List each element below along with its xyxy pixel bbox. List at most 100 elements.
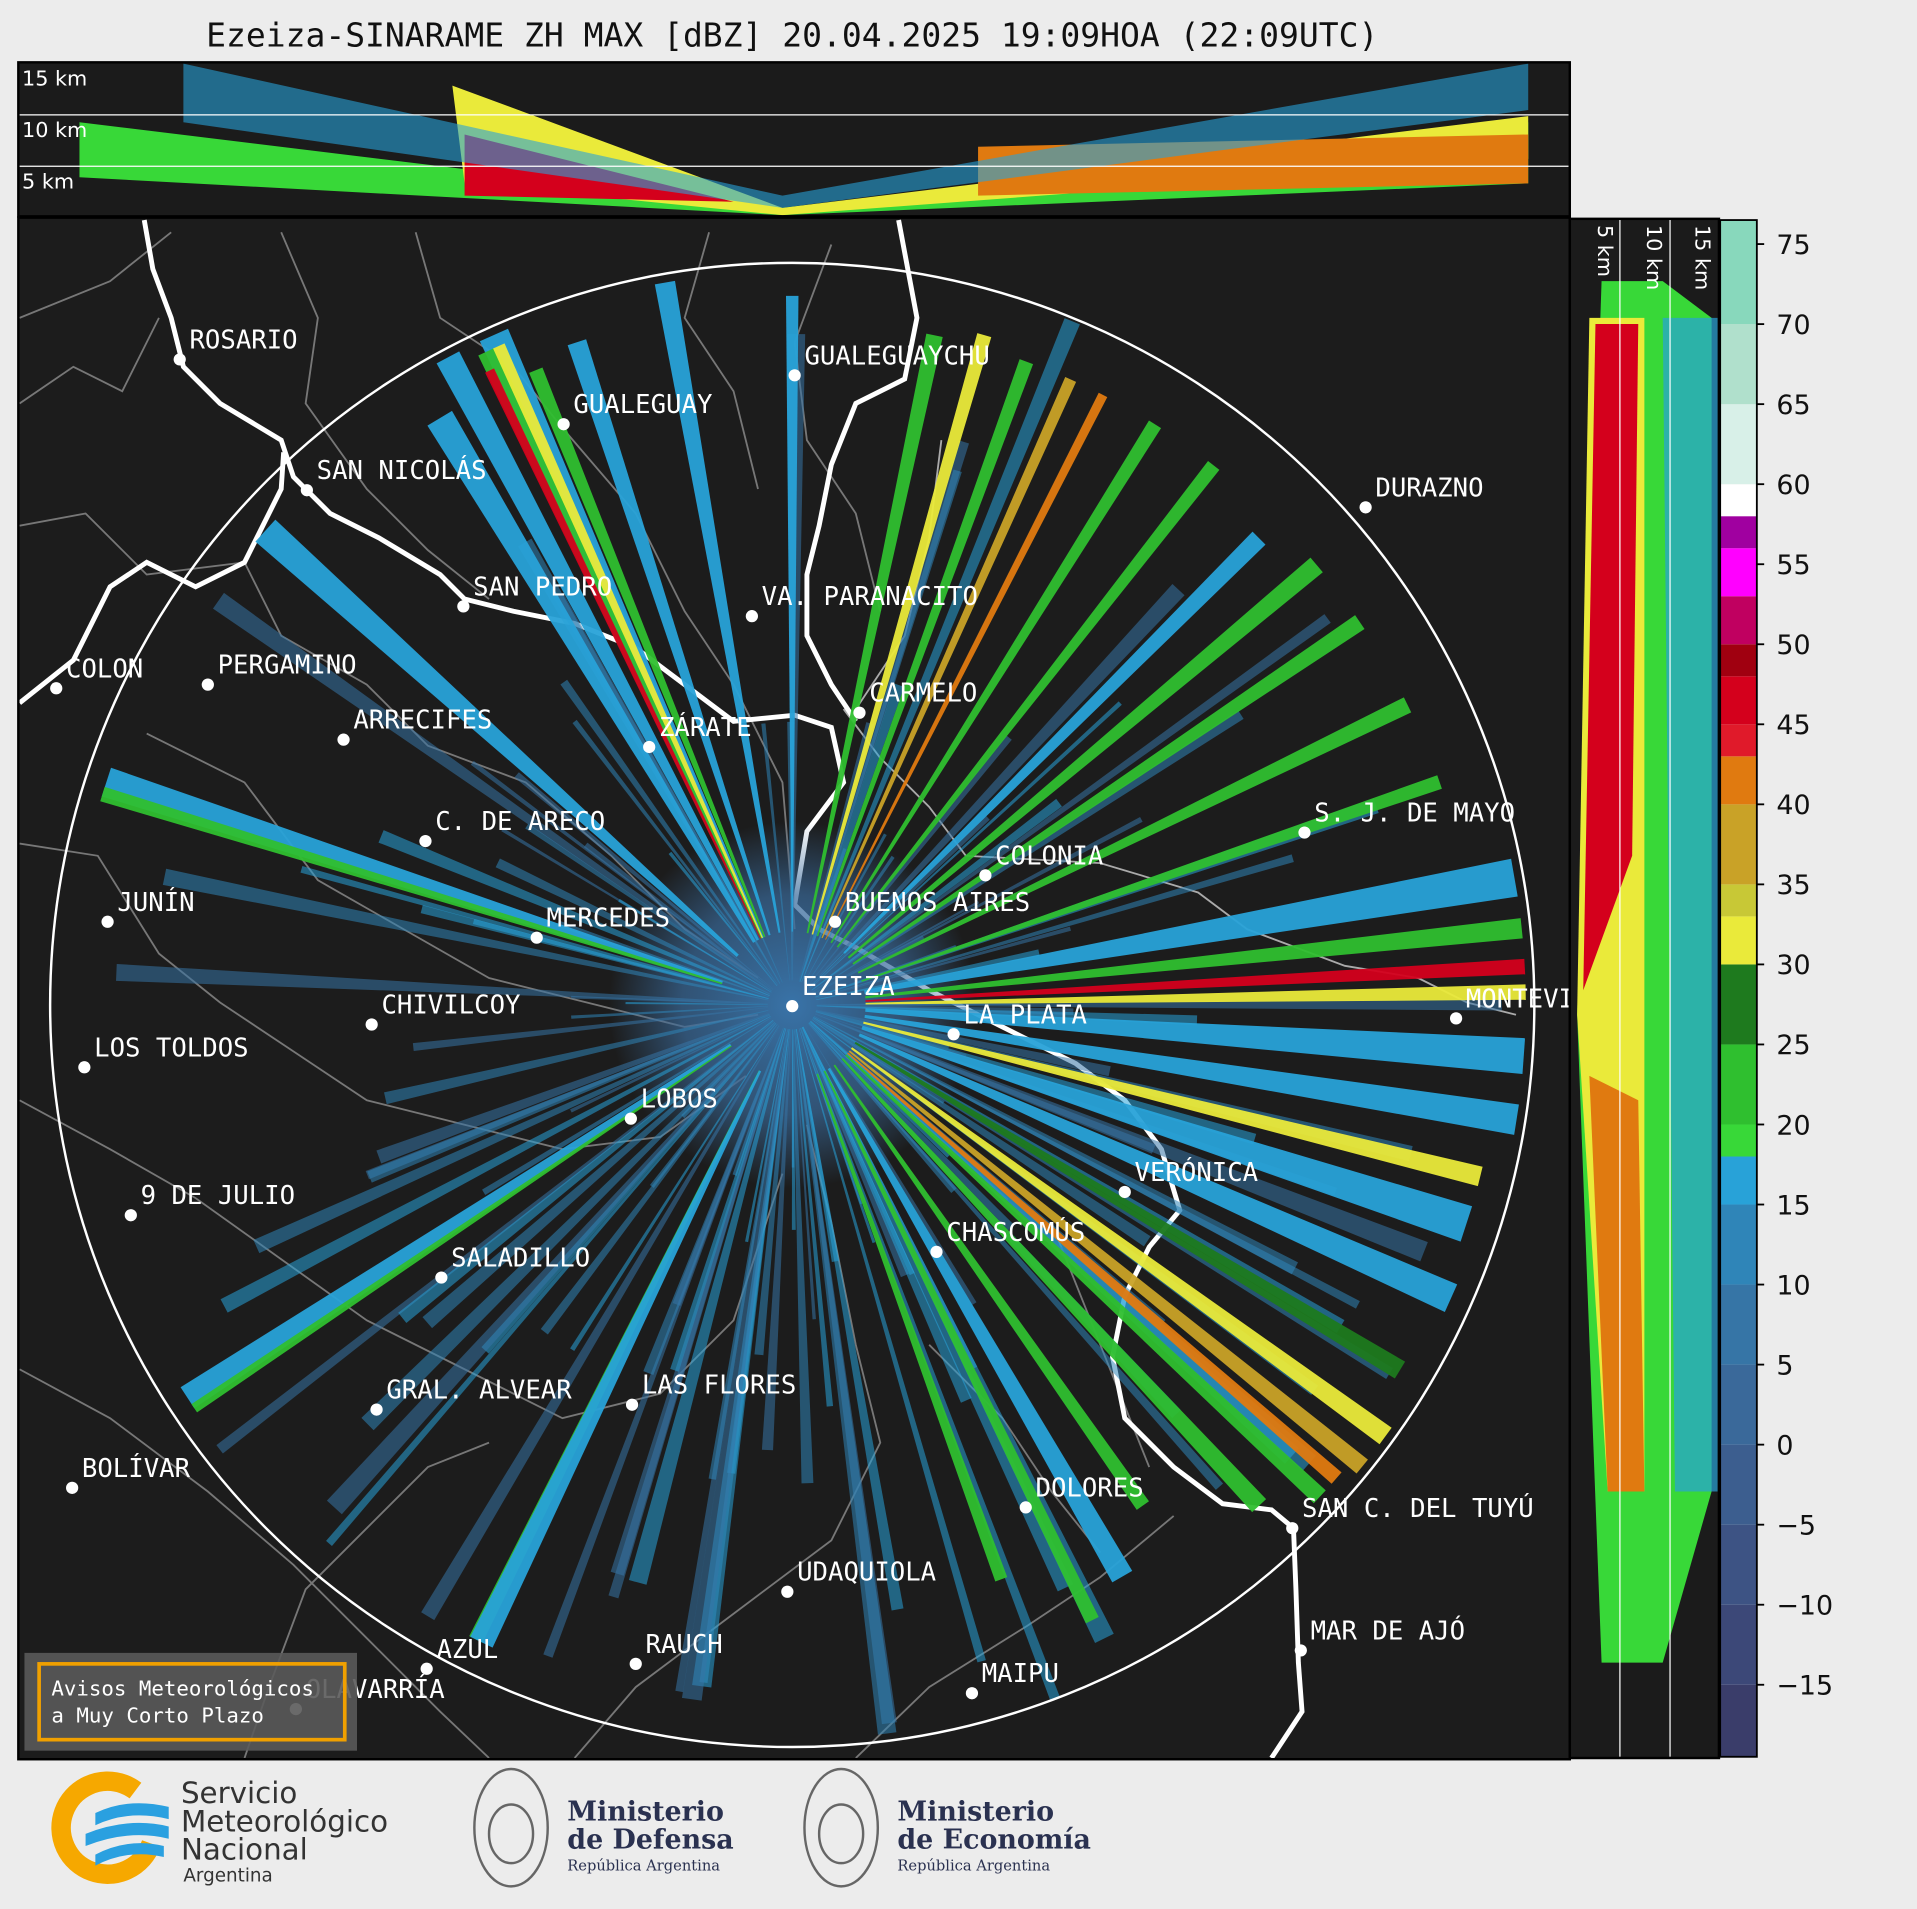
side-cross-section: 5 km 10 km 15 km — [1577, 220, 1718, 1757]
echo-ray — [808, 584, 1185, 988]
city-dot — [66, 1481, 79, 1494]
echo-ray — [761, 1029, 792, 1451]
colorbar-segment — [1720, 724, 1757, 757]
echo-ray — [827, 1067, 1133, 1583]
echo-ray — [816, 359, 1034, 937]
echo-ray — [804, 1025, 977, 1305]
city-dot — [1449, 1012, 1463, 1025]
city-label: COLONIA — [995, 841, 1103, 871]
echo-ray — [864, 858, 1518, 995]
city-label: 9 DE JULIO — [141, 1181, 295, 1211]
echo-ray — [745, 1028, 788, 1243]
echo-ray — [805, 855, 895, 985]
title: Ezeiza-SINARAME ZH MAX [dBZ] 20.04.2025 … — [206, 15, 1378, 54]
city-label: CHIVILCOY — [381, 990, 520, 1020]
city-dot — [1359, 501, 1372, 514]
colorbar-segment — [1720, 676, 1757, 725]
echo-ray — [681, 1022, 776, 1119]
echo-ray — [813, 900, 980, 994]
echo-ray — [529, 367, 766, 938]
logo-text: Ministerio — [897, 1796, 1054, 1827]
echo-ray — [863, 1021, 1483, 1187]
echo-ray — [101, 767, 723, 984]
colorbar-segment — [1720, 596, 1757, 645]
echo-ray — [823, 1070, 1099, 1624]
echo-ray — [162, 868, 769, 1001]
echo-ray — [220, 1016, 771, 1313]
colorbar-segment — [1720, 404, 1757, 485]
echo-ray — [556, 920, 770, 998]
city-label: PERGAMINO — [218, 651, 357, 681]
city-label: BOLÍVAR — [82, 1452, 191, 1484]
echo-ray — [830, 420, 1162, 944]
city-dot — [124, 1209, 137, 1222]
echo-ray — [800, 1028, 876, 1244]
city-label: AZUL — [436, 1635, 498, 1665]
echo-ray — [798, 1028, 986, 1663]
echo-ray — [811, 333, 992, 935]
city-label: VERÓNICA — [1135, 1156, 1259, 1188]
echo-ray — [812, 710, 1244, 992]
colorbar-segment — [1720, 1684, 1757, 1757]
echo-ray — [420, 905, 769, 1000]
echo-ray — [810, 701, 1122, 989]
city-dot — [828, 915, 842, 928]
city-label: LOS TOLDOS — [94, 1033, 248, 1063]
height-label: 5 km — [1593, 225, 1617, 277]
colorbar-tick-label: −5 — [1776, 1510, 1816, 1541]
colorbar-tick-label: 50 — [1776, 630, 1810, 661]
logo-text: Argentina — [183, 1865, 272, 1886]
echo-ray — [803, 833, 887, 984]
range-ring — [48, 261, 1536, 1749]
echo-ray — [618, 898, 772, 993]
echo-ray — [861, 775, 1442, 982]
city-dot — [1294, 1644, 1307, 1657]
colorbar-segment — [1720, 756, 1757, 805]
echo-ray — [180, 1043, 732, 1409]
map: ROSARIO GUALEGUAYCHU GUALEGUAY SAN NICOLÁS D… — [19, 219, 1569, 1759]
echo-ray — [847, 557, 1323, 959]
city-dot — [853, 706, 866, 719]
echo-ray — [754, 1029, 791, 1356]
city-label: CHASCOMÚS — [946, 1216, 1085, 1248]
city-label: GRAL. ALVEAR — [386, 1376, 572, 1406]
city-label: MAIPU — [982, 1659, 1059, 1689]
echo-ray — [570, 1015, 771, 1113]
echo-ray — [812, 1018, 1151, 1247]
echo-ray — [811, 798, 1062, 991]
colorbar-tick-label: 5 — [1776, 1350, 1793, 1381]
colorbar-segment — [1720, 1524, 1757, 1605]
colorbar-segment — [1720, 220, 1757, 325]
echo-ray — [495, 858, 771, 995]
echo-ray — [572, 719, 778, 986]
colorbar-tick-label: 55 — [1776, 550, 1810, 581]
echo-ray — [376, 1012, 770, 1164]
cities: ROSARIO GUALEGUAYCHU GUALEGUAY SAN NICOLÁS D… — [50, 325, 1569, 1716]
city-dot — [947, 1028, 960, 1041]
echo-ray — [570, 1025, 780, 1352]
echo-ray — [814, 1013, 1428, 1262]
city-label: SAN PEDRO — [473, 572, 612, 602]
echo-ray — [482, 1017, 772, 1196]
city-label: LAS FLORES — [642, 1371, 796, 1401]
echo-ray — [841, 1057, 1267, 1513]
city-dot — [337, 733, 350, 746]
colorbar-tick-label: 45 — [1776, 710, 1810, 741]
echo-ray — [801, 1027, 972, 1403]
colorbar-tick-label: −10 — [1776, 1591, 1833, 1622]
echo-ray — [815, 926, 1071, 999]
echo-ray — [514, 772, 774, 990]
echo-ray — [825, 392, 1108, 940]
colorbar-segment — [1720, 1204, 1757, 1285]
xs-band — [1583, 323, 1639, 991]
city-dot — [643, 740, 656, 754]
echo-ray — [812, 1017, 1393, 1380]
echo-ray — [813, 817, 1143, 994]
echo-ray — [811, 614, 1331, 991]
city-dot — [173, 353, 186, 366]
colorbar-segment — [1720, 964, 1757, 1045]
colorbar-segment — [1720, 516, 1757, 549]
colorbar-tick-label: 60 — [1776, 470, 1810, 501]
echo-ray — [470, 1070, 762, 1648]
